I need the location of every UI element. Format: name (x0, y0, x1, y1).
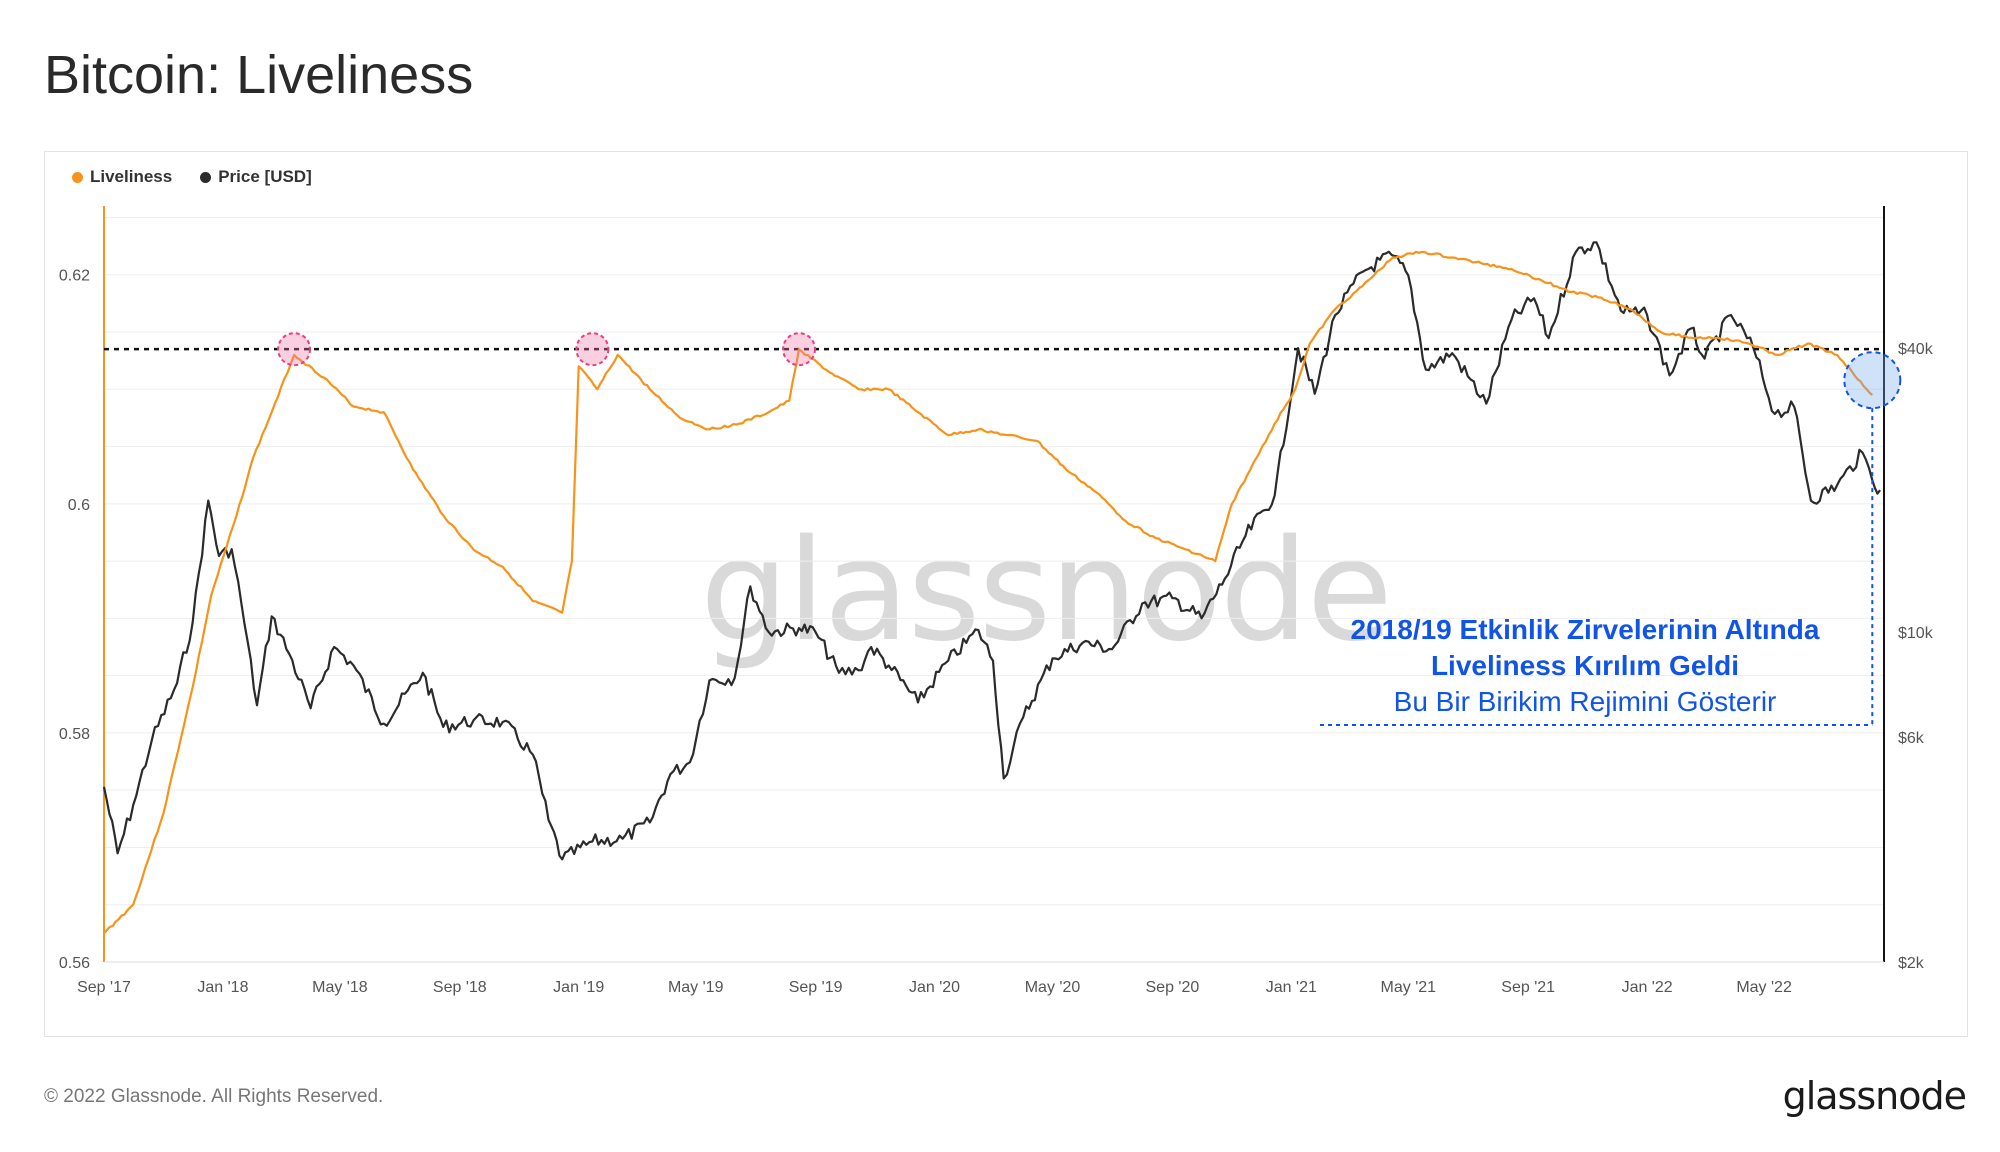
y-left-tick-label: 0.58 (59, 726, 90, 743)
legend-label-price: Price [USD] (218, 167, 312, 186)
annotation-box: 2018/19 Etkinlik Zirvelerinin Altında Li… (1320, 612, 1850, 720)
x-tick-label: May '21 (1381, 979, 1437, 996)
chart-legend: Liveliness Price [USD] (72, 167, 312, 187)
x-tick-label: Sep '18 (433, 979, 487, 996)
legend-dot-price (200, 171, 212, 183)
y-left-tick-label: 0.6 (68, 497, 90, 514)
x-tick-label: May '18 (312, 979, 368, 996)
page-title: Bitcoin: Liveliness (44, 45, 474, 105)
brand-logo: glassnode (1782, 1074, 1967, 1118)
chart-frame (44, 151, 1968, 1037)
legend-item-price[interactable]: Price [USD] (200, 167, 312, 187)
peak-marker (277, 332, 312, 367)
x-tick-label: Jan '21 (1266, 979, 1317, 996)
x-tick-label: May '20 (1025, 979, 1081, 996)
y-right-tick-label: $40k (1898, 341, 1934, 358)
x-tick-label: Jan '19 (553, 979, 604, 996)
watermark: glassnode (700, 510, 1393, 673)
y-right-tick-label: $6k (1898, 730, 1925, 747)
annotation-line-3: Bu Bir Birikim Rejimini Gösterir (1393, 686, 1777, 717)
y-left-tick-label: 0.62 (59, 268, 90, 285)
x-tick-label: Jan '20 (909, 979, 960, 996)
x-tick-label: Sep '21 (1501, 979, 1555, 996)
annotation-line-1: 2018/19 Etkinlik Zirvelerinin Altında (1350, 614, 1820, 645)
copyright-footer: © 2022 Glassnode. All Rights Reserved. (44, 1086, 384, 1107)
x-tick-label: May '19 (668, 979, 724, 996)
x-tick-label: Jan '18 (197, 979, 248, 996)
legend-label-liveliness: Liveliness (90, 167, 173, 186)
x-tick-label: Jan '22 (1622, 979, 1673, 996)
x-tick-label: Sep '20 (1146, 979, 1200, 996)
annotation-line-2: Liveliness Kırılım Geldi (1430, 650, 1740, 681)
peak-marker (575, 332, 610, 367)
current-break-marker (1843, 351, 1902, 410)
y-right-tick-label: $10k (1898, 625, 1934, 642)
peak-marker (782, 332, 817, 367)
legend-dot-liveliness (72, 171, 83, 183)
x-tick-label: Sep '19 (789, 979, 843, 996)
series-line-liveliness (103, 250, 1874, 935)
y-right-tick-label: $2k (1898, 955, 1925, 972)
legend-item-liveliness[interactable]: Liveliness (72, 167, 172, 187)
x-tick-label: May '22 (1736, 979, 1792, 996)
x-tick-label: Sep '17 (77, 979, 131, 996)
series-line-price (102, 241, 1881, 861)
y-left-tick-label: 0.56 (59, 955, 90, 972)
